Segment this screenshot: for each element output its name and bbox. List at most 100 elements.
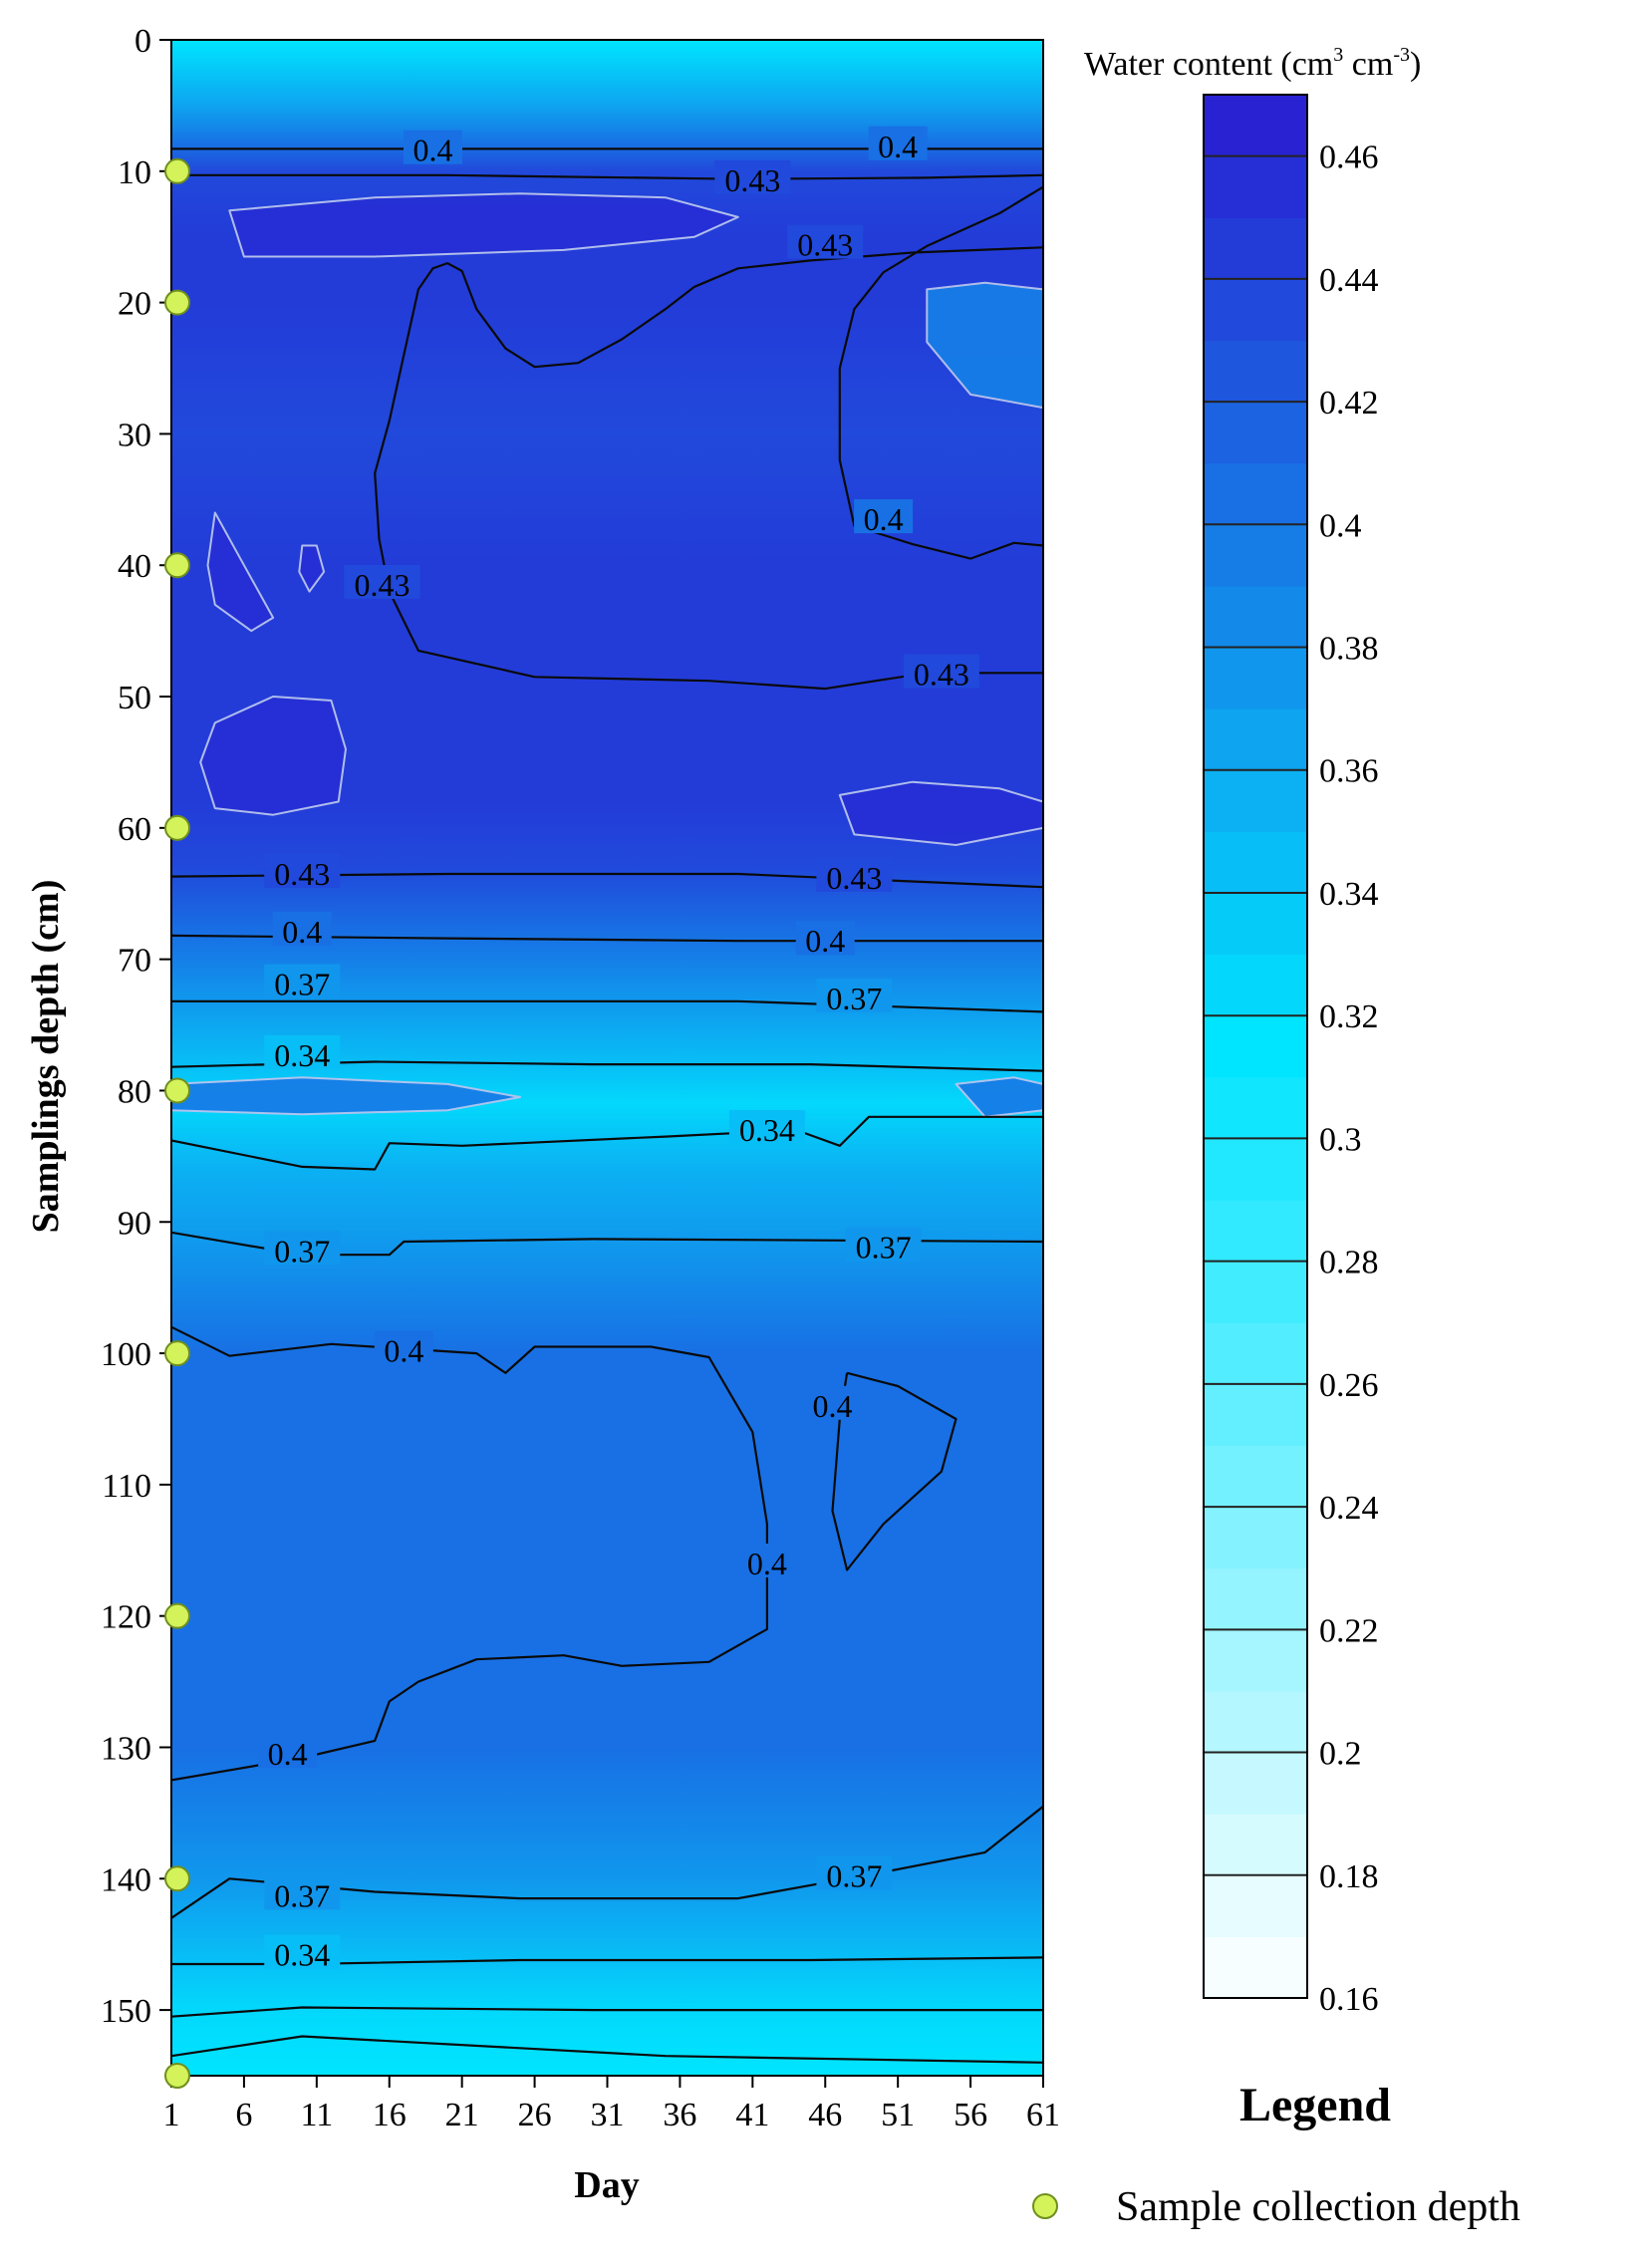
colorbar-band bbox=[1204, 1383, 1307, 1447]
colorbar-band bbox=[1204, 402, 1307, 464]
colorbar: 0.16 0.18 0.2 0.22 0.24 0.26 0.28 0.3 0.32 0.34 0.… bbox=[1203, 94, 1379, 2018]
contour-patch-high bbox=[228, 192, 739, 258]
sample-marker bbox=[164, 157, 190, 184]
contour-line bbox=[374, 246, 1043, 691]
contour-label: 0.4 bbox=[813, 1388, 853, 1424]
colorbar-band bbox=[1204, 524, 1307, 587]
colorbar-title: Water content (cm3 cm-3) bbox=[1084, 44, 1421, 83]
contour-label: 0.43 bbox=[724, 162, 780, 198]
contour-label-bg bbox=[714, 160, 791, 195]
colorbar-band bbox=[1204, 217, 1307, 280]
contour-label: 0.43 bbox=[274, 856, 330, 892]
contour-label: 0.37 bbox=[826, 981, 882, 1016]
axes: 1 6 11 16 21 26 31 36 41 46 51 56 610102030405060708… bbox=[101, 23, 1060, 2133]
contour-label-bg bbox=[728, 1109, 805, 1144]
x-tick-label: 6 bbox=[235, 2097, 252, 2133]
colorbar-tick-label: 0.36 bbox=[1319, 753, 1379, 790]
contour-label-bg bbox=[845, 1227, 922, 1262]
contour-label-bg bbox=[816, 979, 893, 1013]
y-tick-label: 100 bbox=[101, 1336, 151, 1373]
legend-marker-label: Sample collection depth bbox=[1116, 2184, 1520, 2230]
contour-label-bg bbox=[264, 1934, 341, 1969]
contour-label: 0.37 bbox=[856, 1229, 912, 1265]
contour-label-bg bbox=[344, 564, 420, 599]
contour-line bbox=[171, 2006, 1043, 2018]
colorbar-band bbox=[1204, 1567, 1307, 1630]
x-tick-label: 31 bbox=[591, 2097, 625, 2133]
colorbar-tick-label: 0.44 bbox=[1319, 262, 1379, 299]
colorbar-tick-label: 0.24 bbox=[1319, 1490, 1379, 1527]
colorbar-band bbox=[1204, 1445, 1307, 1508]
legend-marker-icon bbox=[1032, 2193, 1058, 2219]
contour-patch-high bbox=[838, 780, 1043, 846]
colorbar-tick-label: 0.42 bbox=[1319, 385, 1379, 422]
colorbar-tick-label: 0.2 bbox=[1319, 1736, 1362, 1773]
colorbar-band bbox=[1204, 709, 1307, 771]
contour-label-bg bbox=[816, 1855, 893, 1890]
colorbar-tick-label: 0.28 bbox=[1319, 1245, 1379, 1281]
contour-label-bg bbox=[868, 126, 928, 160]
sample-marker bbox=[164, 1340, 190, 1367]
contour-label-bg bbox=[803, 1385, 863, 1420]
colorbar-tick-label: 0.4 bbox=[1319, 507, 1362, 544]
contour-label-bg bbox=[404, 130, 462, 164]
y-tick-label: 120 bbox=[101, 1599, 151, 1636]
contour-label: 0.4 bbox=[413, 133, 453, 168]
x-axis-title: Day bbox=[574, 2164, 639, 2206]
sample-marker bbox=[164, 552, 190, 579]
sample-marker bbox=[164, 814, 190, 841]
contour-label: 0.34 bbox=[274, 1937, 330, 1973]
y-tick-label: 30 bbox=[118, 417, 151, 453]
contour-label: 0.43 bbox=[914, 657, 969, 693]
y-tick-label: 140 bbox=[101, 1861, 151, 1898]
colorbar-band bbox=[1204, 1200, 1307, 1263]
colorbar-band bbox=[1204, 95, 1307, 157]
y-tick-label: 110 bbox=[102, 1468, 151, 1505]
y-tick-label: 90 bbox=[118, 1205, 151, 1242]
y-axis-title: Samplings depth (cm) bbox=[25, 880, 67, 1234]
contour-label: 0.4 bbox=[268, 1736, 308, 1772]
colorbar-tick-label: 0.22 bbox=[1319, 1612, 1379, 1649]
colorbar-band bbox=[1204, 1138, 1307, 1201]
contour-lines: 0.4 0.4 0.43 0.43 0.43 0.43 0.4 0.43 0.43 0.4 0.4 0… bbox=[171, 126, 1043, 2064]
sample-marker bbox=[164, 1077, 190, 1104]
colorbar-band bbox=[1204, 1629, 1307, 1692]
contour-patch-high bbox=[199, 696, 347, 816]
contour-label-bg bbox=[264, 1231, 341, 1266]
x-tick-label: 46 bbox=[808, 2097, 842, 2133]
contour-label-bg bbox=[264, 853, 341, 888]
y-tick-label: 60 bbox=[118, 811, 151, 848]
colorbar-band bbox=[1204, 769, 1307, 832]
colorbar-band bbox=[1204, 831, 1307, 894]
contour-label-bg bbox=[816, 857, 893, 892]
x-tick-label: 21 bbox=[445, 2097, 479, 2133]
colorbar-tick-label: 0.38 bbox=[1319, 631, 1379, 668]
contour-label-bg bbox=[795, 921, 855, 956]
legend-title: Legend bbox=[1239, 2079, 1391, 2131]
x-tick-label: 36 bbox=[663, 2097, 696, 2133]
y-tick-label: 10 bbox=[118, 154, 151, 191]
contour-label: 0.43 bbox=[797, 227, 853, 263]
colorbar-band bbox=[1204, 954, 1307, 1016]
colorbar-band bbox=[1204, 585, 1307, 649]
colorbar-tick-label: 0.18 bbox=[1319, 1858, 1379, 1895]
x-tick-label: 41 bbox=[735, 2097, 769, 2133]
contour-label: 0.4 bbox=[384, 1332, 423, 1368]
contour-label: 0.37 bbox=[274, 967, 330, 1002]
contour-label: 0.37 bbox=[274, 1877, 330, 1913]
colorbar-tick-label: 0.26 bbox=[1319, 1367, 1379, 1404]
colorbar-tick-label: 0.3 bbox=[1319, 1121, 1362, 1158]
colorbar-band bbox=[1204, 1874, 1307, 1937]
colorbar-band bbox=[1204, 892, 1307, 956]
colorbar-tick-label: 0.34 bbox=[1319, 876, 1379, 913]
colorbar-band bbox=[1204, 1752, 1307, 1815]
contour-label-bg bbox=[737, 1543, 797, 1577]
y-tick-label: 0 bbox=[135, 23, 151, 60]
contour-line bbox=[831, 1371, 958, 1571]
colorbar-band bbox=[1204, 647, 1307, 709]
x-tick-label: 51 bbox=[881, 2097, 915, 2133]
colorbar-band bbox=[1204, 1936, 1307, 1999]
contour-label-bg bbox=[272, 911, 332, 946]
